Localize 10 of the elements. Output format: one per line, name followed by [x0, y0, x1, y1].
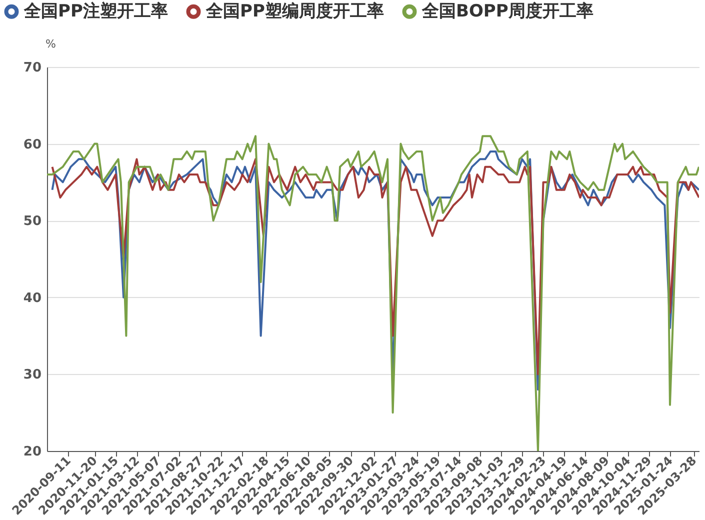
- y-tick-label: 20: [23, 444, 42, 460]
- y-axis-title: %: [46, 38, 56, 50]
- y-tick-label: 40: [23, 290, 42, 306]
- legend-label: 全国PP注塑开工率: [23, 0, 168, 22]
- y-tick-label: 30: [23, 368, 42, 383]
- legend-label: 全国BOPP周度开工率: [421, 2, 594, 22]
- y-tick-label: 70: [23, 60, 42, 76]
- y-tick-label: 60: [23, 137, 42, 152]
- legend-label: 全国PP塑编周度开工率: [205, 0, 384, 22]
- y-tick-label: 50: [23, 214, 42, 230]
